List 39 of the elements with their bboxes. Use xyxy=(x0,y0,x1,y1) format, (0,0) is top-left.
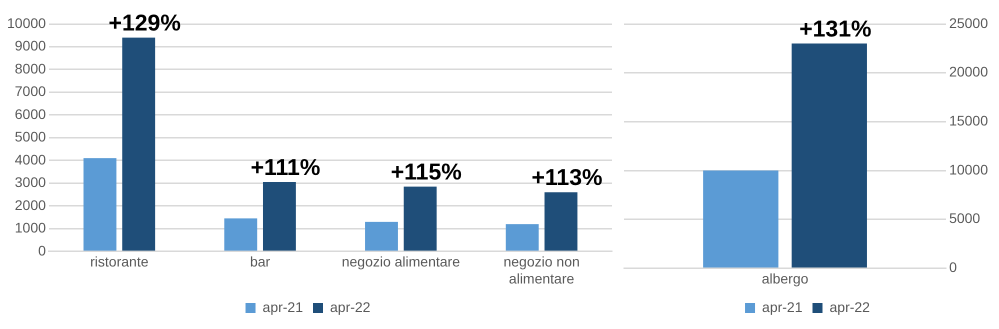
bar xyxy=(84,158,116,251)
y-tick-label: 6000 xyxy=(14,106,46,122)
annotation: +129% xyxy=(108,9,181,36)
y-tick-label: 20000 xyxy=(949,64,988,80)
y-tick-label: 3000 xyxy=(14,174,46,190)
y-tick-label: 15000 xyxy=(949,112,988,129)
y-tick-label: 2000 xyxy=(14,196,46,213)
x-tick-label: bar xyxy=(250,254,271,270)
legend-label: apr-21 xyxy=(262,298,304,315)
y-tick-label: 0 xyxy=(38,242,46,258)
bar xyxy=(262,182,296,251)
y-tick-label: 25000 xyxy=(949,14,988,31)
y-tick-label: 10000 xyxy=(6,14,46,31)
y-tick-label: 9000 xyxy=(14,38,46,54)
annotation: +111% xyxy=(250,154,320,180)
legend-label: apr-21 xyxy=(762,298,803,315)
bar xyxy=(506,224,539,251)
legend-label: apr-22 xyxy=(830,298,870,315)
annotation: +115% xyxy=(390,158,462,184)
bar xyxy=(404,186,437,251)
y-tick-label: 7000 xyxy=(14,83,46,100)
bar xyxy=(122,38,156,251)
x-tick-label: negozio alimentare xyxy=(342,254,460,270)
x-tick-label: albergo xyxy=(762,270,809,286)
y-tick-label: 5000 xyxy=(949,210,980,226)
annotation: +113% xyxy=(531,164,602,190)
legend-label: apr-22 xyxy=(330,298,371,315)
bar xyxy=(544,192,578,251)
x-tick-label: negozio non alimentare xyxy=(503,254,580,286)
annotation: +131% xyxy=(799,15,872,42)
y-tick-label: 4000 xyxy=(14,151,46,168)
y-tick-label: 1000 xyxy=(14,220,46,236)
y-tick-label: 5000 xyxy=(14,128,46,145)
bar xyxy=(365,222,398,251)
y-tick-label: 0 xyxy=(949,259,958,276)
bar xyxy=(224,218,258,251)
x-tick-label: ristorante xyxy=(90,254,149,270)
y-tick-label: 8000 xyxy=(14,60,46,76)
y-tick-label: 10000 xyxy=(949,161,988,178)
